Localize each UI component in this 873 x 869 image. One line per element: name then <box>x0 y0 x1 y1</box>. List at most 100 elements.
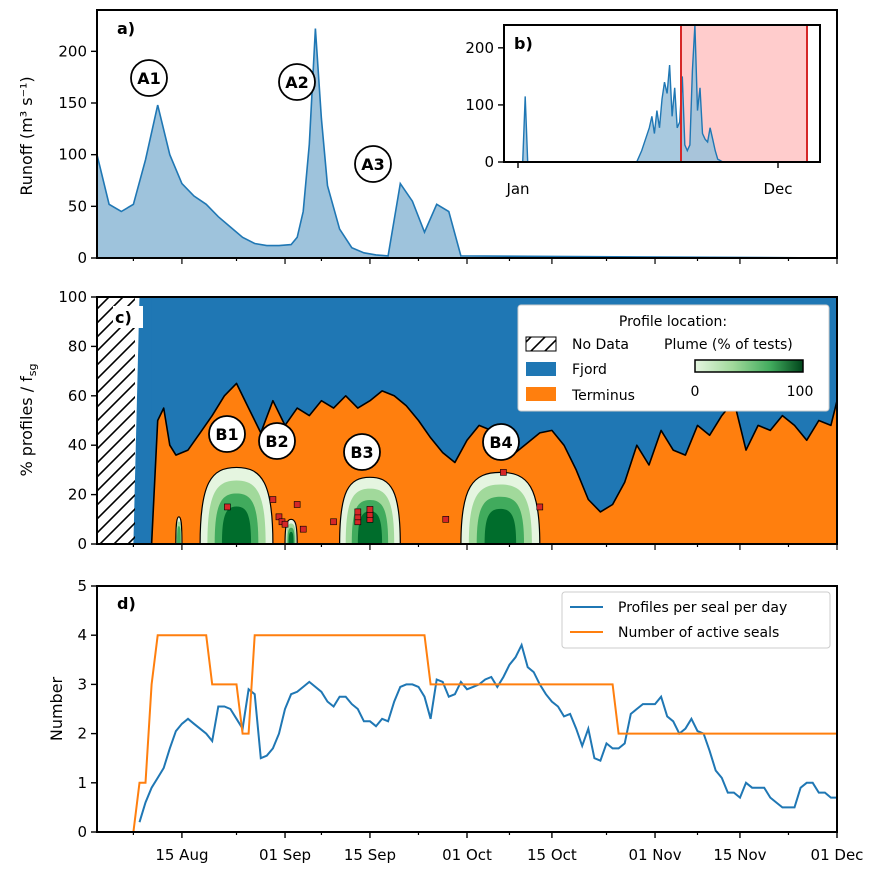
panel-c-ytick-label: 40 <box>68 436 87 454</box>
panel-b-label: b) <box>514 34 533 53</box>
panel-d-ytick-label: 3 <box>77 675 87 693</box>
event-b1-circle <box>208 415 246 453</box>
panel-a-ytick-label: 200 <box>58 42 87 60</box>
panel-d-y-ticks: 0 1 2 3 4 5 <box>77 577 97 841</box>
plume-contour <box>357 511 383 544</box>
panel-d-xtick-label: 01 Nov <box>628 846 681 864</box>
panel-c-label: c) <box>115 308 132 327</box>
plume-contour <box>288 531 294 544</box>
inset-xtick-dec: Dec <box>763 180 792 198</box>
plume-contour <box>177 526 181 544</box>
inset-ytick-label: 100 <box>465 96 494 114</box>
panel-a-ytick-label: 0 <box>77 249 87 267</box>
plume-marker <box>442 515 450 523</box>
plume-contour <box>484 508 517 544</box>
panel-a-label: a) <box>117 19 135 38</box>
panel-c-ytick-label: 60 <box>68 387 87 405</box>
legend-plume-title: Plume (% of tests) <box>664 337 793 353</box>
panel-a-y-ticks: 0 50 100 150 200 <box>58 42 97 267</box>
plume-marker <box>366 506 374 513</box>
panel-d-xtick-label: 01 Dec <box>811 846 864 864</box>
event-b4-circle <box>482 423 520 461</box>
panel-d-xtick-label: 01 Sep <box>259 846 311 864</box>
panel-a-runoff: 0 50 100 150 200 a) Runoff (m³ s⁻¹) A1 A2 A3… <box>17 9 838 267</box>
inset-ytick-label: 0 <box>484 153 494 171</box>
inset-ytick-label: 200 <box>465 39 494 57</box>
legend-c-box <box>517 304 830 412</box>
plume-marker <box>536 503 544 511</box>
plume-marker <box>330 518 337 526</box>
plume-marker <box>269 496 277 503</box>
inset-frame <box>503 24 821 163</box>
inset-ticks: 0 100 200 <box>465 39 779 171</box>
inset-runoff-line <box>510 24 738 163</box>
panel-d-ytick-label: 0 <box>77 823 87 841</box>
panel-d-xtick-label: 15 Sep <box>344 846 396 864</box>
panel-c-y-ticks: 0 20 40 60 80 100 <box>58 288 97 553</box>
legend-plume-colorbar <box>694 359 804 373</box>
runoff-area <box>97 28 461 258</box>
legend-plume-max: 100 <box>787 384 814 400</box>
event-b2-circle <box>258 422 296 460</box>
event-b2-label: B2 <box>265 432 288 451</box>
panel-c-frame <box>96 296 838 545</box>
event-a3-label: A3 <box>361 155 385 174</box>
event-a2-label: A2 <box>285 73 309 92</box>
panel-c-ylabel-main: % profiles / f <box>17 376 36 477</box>
panel-d-xtick-label: 15 Oct <box>527 846 577 864</box>
plume-marker <box>281 520 289 528</box>
inset-xtick-jan: Jan <box>505 180 529 198</box>
panel-d-frame <box>96 585 838 833</box>
active-seals-line <box>132 634 837 833</box>
panel-d-ytick-label: 1 <box>77 774 87 792</box>
event-a3: A3 <box>354 145 392 183</box>
event-b1-label: B1 <box>215 425 238 444</box>
plume-contour <box>221 506 252 544</box>
panel-d-ytick-label: 4 <box>77 626 87 644</box>
panel-c-ytick-label: 20 <box>68 486 87 504</box>
event-b4-label: B4 <box>489 433 512 452</box>
event-b4: B4 <box>482 423 520 461</box>
panel-d-label: d) <box>117 594 136 613</box>
plume-marker <box>500 469 507 476</box>
event-a1: A1 <box>130 59 168 97</box>
legend-terminus-swatch <box>526 387 556 401</box>
profiles-per-seal-line <box>138 642 837 823</box>
panel-a-ytick-label: 50 <box>68 197 87 215</box>
panel-d-ylabel: Number <box>47 676 66 741</box>
event-a3-circle <box>354 145 392 183</box>
legend-c-title: Profile location: <box>619 314 727 330</box>
plume-marker <box>354 508 362 516</box>
panel-c-ylabel-sub: sg <box>26 363 39 376</box>
legend-plume-min: 0 <box>691 384 700 400</box>
panel-c-ylabel: % profiles / fsg <box>17 363 39 476</box>
event-a1-label: A1 <box>137 69 161 88</box>
panel-d-xtick-label: 15 Aug <box>155 846 208 864</box>
panel-d-xtick-label: 15 Nov <box>713 846 766 864</box>
event-a2-circle <box>278 63 316 101</box>
no-data-hatch <box>97 297 135 544</box>
legend-nodata-swatch <box>525 336 557 352</box>
panel-a-ytick-label: 150 <box>58 94 87 112</box>
panel-c-ytick-label: 80 <box>68 337 87 355</box>
legend-d-box <box>561 591 831 649</box>
panel-c-profiles: 0 20 40 60 80 100 c) % profiles / fsg B1 B2 B… <box>17 288 838 553</box>
panel-d-x-ticks: 15 Aug 01 Sep 15 Sep 01 Oct 15 Oct 01 Nov 15 N… <box>132 832 864 864</box>
panel-c-label-box <box>113 306 143 328</box>
fjord-left-edge <box>133 297 152 544</box>
legend-fjord-swatch <box>526 362 556 376</box>
legend-terminus-label: Terminus <box>571 388 635 404</box>
event-b1: B1 <box>208 415 246 453</box>
panel-c-ytick-label: 0 <box>77 535 87 553</box>
panel-d-xtick-label: 01 Oct <box>442 846 492 864</box>
event-b3-circle <box>343 433 381 471</box>
event-b3-label: B3 <box>350 443 373 462</box>
panel-d-legend: Profiles per seal per day Number of acti… <box>561 591 831 649</box>
panel-a-frame <box>96 9 838 259</box>
panel-a-ylabel: Runoff (m³ s⁻¹) <box>17 76 36 195</box>
panel-a-ytick-label: 100 <box>58 146 87 164</box>
event-b3: B3 <box>343 433 381 471</box>
event-b2: B2 <box>258 422 296 460</box>
panel-d-ytick-label: 5 <box>77 577 87 595</box>
